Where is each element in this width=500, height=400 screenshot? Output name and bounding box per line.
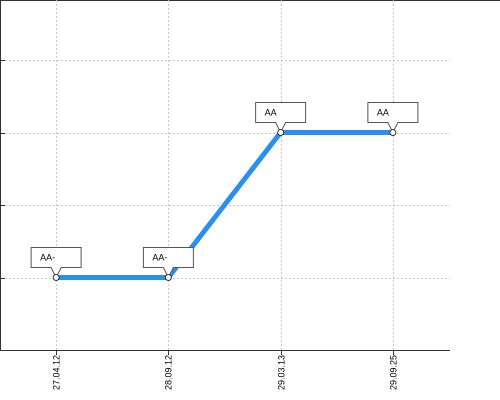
- value-label: AA-: [152, 253, 167, 263]
- point: [164, 274, 172, 281]
- value-label: AA-: [40, 253, 55, 263]
- line: [56, 130, 393, 280]
- value-label: AA: [377, 108, 389, 118]
- label-box: [255, 102, 307, 134]
- label-box: [30, 247, 82, 279]
- label-box: [367, 102, 419, 134]
- value-label: AA: [265, 108, 277, 118]
- x-tick-label: 29.09.25: [389, 355, 399, 390]
- point: [277, 129, 285, 136]
- x-tick-label: 27.04.12: [52, 355, 62, 390]
- x-tick-label: 28.09.12: [164, 355, 174, 390]
- x-tick-label: 29.03.13: [277, 355, 287, 390]
- point: [389, 129, 397, 136]
- point: [52, 274, 60, 281]
- label-box: [142, 247, 194, 279]
